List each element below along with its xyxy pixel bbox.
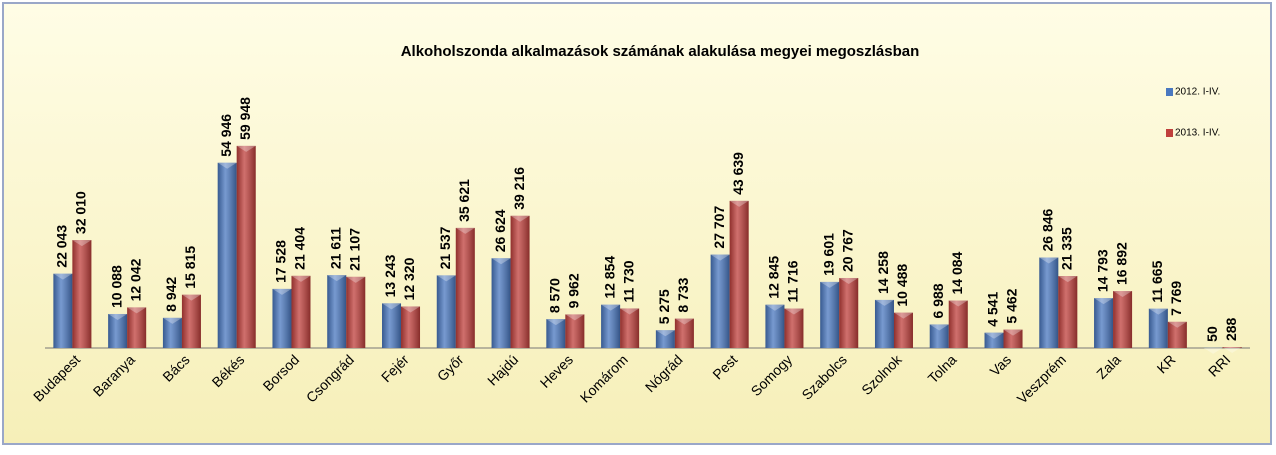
data-label: 39 216 <box>511 167 527 210</box>
bar-shade <box>949 301 968 348</box>
data-label: 13 243 <box>382 254 398 297</box>
data-label: 21 107 <box>346 228 362 271</box>
data-label: 11 730 <box>620 260 636 302</box>
data-label: 54 946 <box>218 114 234 157</box>
legend-label: 2012. I-IV. <box>1175 87 1220 98</box>
bar-shade <box>511 216 530 348</box>
bar-shade <box>1039 257 1058 348</box>
data-label: 19 601 <box>820 233 836 276</box>
data-label: 12 845 <box>766 256 782 299</box>
bar-shade <box>218 163 237 348</box>
bar-shade <box>382 303 401 348</box>
data-label: 21 404 <box>292 227 308 270</box>
data-label: 43 639 <box>730 152 746 195</box>
data-label: 15 815 <box>182 246 198 289</box>
legend-label: 2013. I-IV. <box>1175 128 1220 139</box>
data-label: 21 537 <box>437 226 453 269</box>
data-label: 22 043 <box>54 225 70 268</box>
data-label: 7 769 <box>1168 281 1184 316</box>
data-label: 12 320 <box>401 257 417 300</box>
data-label: 9 962 <box>566 273 582 308</box>
data-label: 26 846 <box>1039 208 1055 251</box>
data-label: 32 010 <box>73 191 89 234</box>
data-label: 5 462 <box>1004 288 1020 323</box>
data-label: 16 892 <box>1113 242 1129 285</box>
bar-shade <box>1058 276 1077 348</box>
data-label: 14 258 <box>875 251 891 294</box>
data-label: 26 624 <box>492 209 508 252</box>
chart-background <box>3 3 1271 444</box>
data-label: 35 621 <box>456 179 472 222</box>
bar-shade <box>437 275 456 348</box>
data-label: 8 733 <box>675 277 691 312</box>
data-label: 4 541 <box>985 291 1001 326</box>
data-label: 5 275 <box>656 289 672 324</box>
data-label: 17 528 <box>273 240 289 283</box>
data-label: 27 707 <box>711 206 727 249</box>
bar-shade <box>711 255 730 348</box>
bar-shade <box>1113 291 1132 348</box>
data-label: 12 042 <box>127 258 143 301</box>
bar-shade <box>291 276 310 348</box>
data-label: 59 948 <box>237 97 253 140</box>
bar-shade <box>730 201 749 348</box>
data-label: 20 767 <box>839 229 855 272</box>
data-label: 14 084 <box>949 251 965 294</box>
bar-shade <box>875 300 894 348</box>
data-label: 6 988 <box>930 283 946 318</box>
bar-shade <box>182 295 201 348</box>
data-label: 8 570 <box>547 278 563 313</box>
data-label: 50 <box>1204 326 1220 342</box>
bar-shade <box>601 305 620 348</box>
bar-shade <box>820 282 839 348</box>
bar-shade <box>127 307 146 348</box>
bar-shade <box>401 306 420 348</box>
legend-swatch <box>1166 88 1173 96</box>
data-label: 14 793 <box>1094 249 1110 292</box>
data-label: 12 854 <box>601 256 617 299</box>
legend-swatch <box>1166 129 1173 137</box>
bar-shade <box>53 274 72 348</box>
data-label: 11 665 <box>1149 260 1165 302</box>
data-label: 21 611 <box>327 227 343 269</box>
bar-shade <box>839 278 858 348</box>
bar-shade <box>346 277 365 348</box>
bar-shade <box>327 275 346 348</box>
bar-shade <box>456 228 475 348</box>
bar-shade <box>272 289 291 348</box>
data-label: 21 335 <box>1058 227 1074 270</box>
data-label: 288 <box>1223 317 1239 341</box>
bar-shade <box>1094 298 1113 348</box>
bar-shade <box>237 146 256 348</box>
data-label: 11 716 <box>785 260 801 302</box>
data-label: 10 088 <box>108 265 124 308</box>
chart-title: Alkoholszonda alkalmazások számának alak… <box>401 43 920 60</box>
bar-shade <box>72 240 91 348</box>
data-label: 10 488 <box>894 264 910 307</box>
data-label: 8 942 <box>163 277 179 312</box>
bar-shade <box>765 305 784 348</box>
bar-shade <box>492 258 511 348</box>
